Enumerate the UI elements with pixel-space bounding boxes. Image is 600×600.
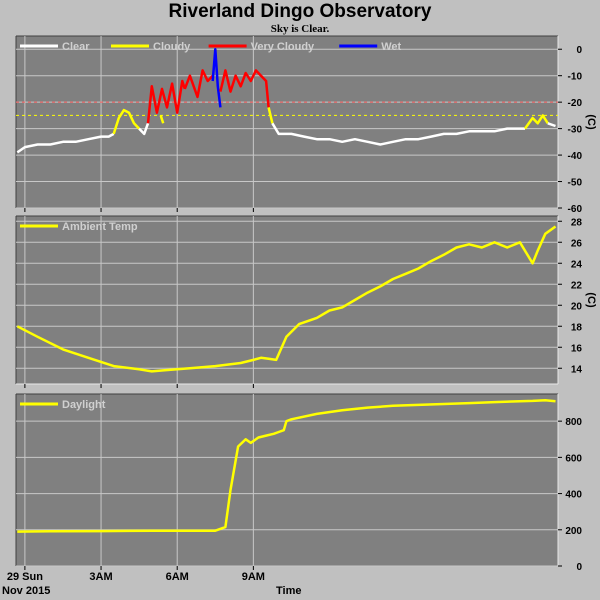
panel-background: [16, 216, 558, 384]
series-line-very-cloudy: [146, 79, 186, 124]
series-line-clear: [138, 122, 150, 136]
y-tick-label: -40: [568, 151, 583, 162]
chart-panel-2: 14 16 18 20 22 24 26 28 (C) Ambient Temp: [15, 215, 597, 388]
legend-label: Clear: [62, 41, 90, 53]
series-line-clear: [547, 122, 556, 128]
time-axis-label: Time: [276, 585, 302, 597]
y-tick-label: 26: [571, 238, 583, 249]
y-tick-label: 28: [571, 217, 583, 228]
legend-label: Very Cloudy: [251, 41, 315, 53]
y-axis-label: (C): [585, 114, 597, 130]
series-line-wet: [211, 47, 222, 108]
y-tick-label: 20: [571, 301, 583, 312]
y-tick-label: -60: [568, 204, 583, 215]
legend-label: Daylight: [62, 399, 106, 411]
y-tick-label: -10: [568, 72, 583, 83]
series-line-clear: [16, 132, 115, 154]
date-label: Nov 2015: [2, 585, 51, 597]
chart-title: Riverland Dingo Observatory: [168, 1, 432, 22]
legend-label: Ambient Temp: [62, 221, 138, 233]
series-line-clear: [271, 122, 525, 146]
y-tick-label: 0: [576, 562, 582, 573]
y-tick-label: 14: [571, 364, 583, 375]
y-tick-label: -50: [568, 178, 583, 189]
series-line-cloudy: [159, 115, 165, 124]
y-tick-label: 600: [565, 453, 582, 464]
y-tick-label: 24: [571, 259, 583, 270]
series-line-cloudy: [523, 114, 549, 130]
panel-background: [16, 36, 558, 208]
series-line-very-cloudy: [219, 69, 270, 108]
series-line-cloudy: [112, 108, 141, 135]
y-axis-label: (C): [585, 292, 597, 308]
chart-panel-3: 0 200 400 600 800 Daylight: [15, 393, 582, 573]
chart-panel-1: 0 -10 -20 -30 -40 -50 -60 (C) Clear Cloudy Very Cl…: [15, 35, 597, 215]
y-tick-label: -20: [568, 98, 583, 109]
y-tick-label: 18: [571, 322, 583, 333]
x-tick-label: 9AM: [242, 571, 265, 583]
sky-status: Sky is Clear.: [270, 23, 330, 35]
y-tick-label: 0: [576, 45, 582, 56]
x-tick-label: 3AM: [89, 571, 112, 583]
series-line-very-cloudy: [183, 69, 214, 99]
legend-label: Wet: [381, 41, 401, 53]
y-tick-label: 22: [571, 280, 583, 291]
series-line-daylight: [17, 399, 556, 533]
y-tick-label: -30: [568, 125, 583, 136]
legend-label: Cloudy: [153, 41, 191, 53]
y-tick-label: 400: [565, 490, 582, 501]
y-tick-label: 800: [565, 417, 582, 428]
y-tick-label: 16: [571, 343, 583, 354]
x-tick-label: 6AM: [166, 571, 189, 583]
series-line-ambient-temp: [16, 225, 557, 373]
y-tick-label: 200: [565, 526, 582, 537]
x-tick-label: 29 Sun: [7, 571, 43, 583]
x-axis-labels: 29 Sun 3AM 6AM 9AM: [7, 571, 265, 583]
series-line-cloudy: [267, 107, 274, 124]
